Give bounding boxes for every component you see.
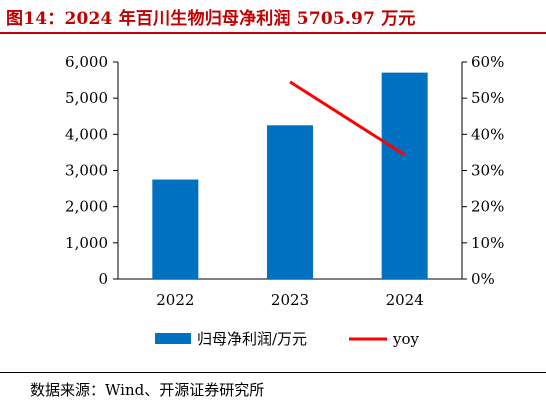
source-note: 数据来源：Wind、开源证券研究所 [30, 381, 265, 399]
legend: 归母净利润/万元 yoy [155, 330, 420, 348]
right-tick-label: 50% [471, 89, 504, 107]
right-tick-label: 60% [471, 53, 504, 71]
left-tick-label: 3,000 [65, 162, 108, 180]
legend-bar-swatch [155, 333, 191, 344]
bar [152, 179, 199, 279]
bar [267, 125, 313, 280]
yoy-line-series [289, 80, 406, 157]
footer-rule [0, 372, 546, 373]
tick-labels: 0 1,000 2,000 3,000 4,000 5,000 6,000 0% 10% 20% 3… [65, 53, 504, 309]
chart-area: 0 1,000 2,000 3,000 4,000 5,000 6,000 0% 10% 20% 3… [65, 53, 504, 348]
yoy-line [289, 80, 406, 157]
right-tick-label: 20% [471, 198, 504, 216]
left-tick-label: 6,000 [65, 53, 108, 71]
legend-line-label: yoy [392, 330, 420, 348]
left-tick-label: 1,000 [65, 234, 108, 252]
left-tick-label: 0 [98, 270, 108, 288]
left-tick-label: 4,000 [65, 125, 108, 143]
right-tick-label: 0% [471, 270, 495, 288]
left-tick-label: 5,000 [65, 89, 108, 107]
x-tick-label: 2024 [386, 291, 424, 309]
left-tick-label: 2,000 [65, 198, 108, 216]
bar [381, 72, 428, 280]
x-tick-label: 2022 [156, 291, 194, 309]
right-tick-label: 40% [471, 125, 504, 143]
legend-bar-label: 归母净利润/万元 [197, 330, 307, 348]
title-underline [0, 32, 546, 34]
bar-series [152, 72, 428, 280]
right-tick-label: 30% [471, 162, 504, 180]
right-tick-label: 10% [471, 234, 504, 252]
chart-title: 图14：2024 年百川生物归母净利润 5705.97 万元 [6, 9, 416, 29]
x-tick-label: 2023 [271, 291, 309, 309]
